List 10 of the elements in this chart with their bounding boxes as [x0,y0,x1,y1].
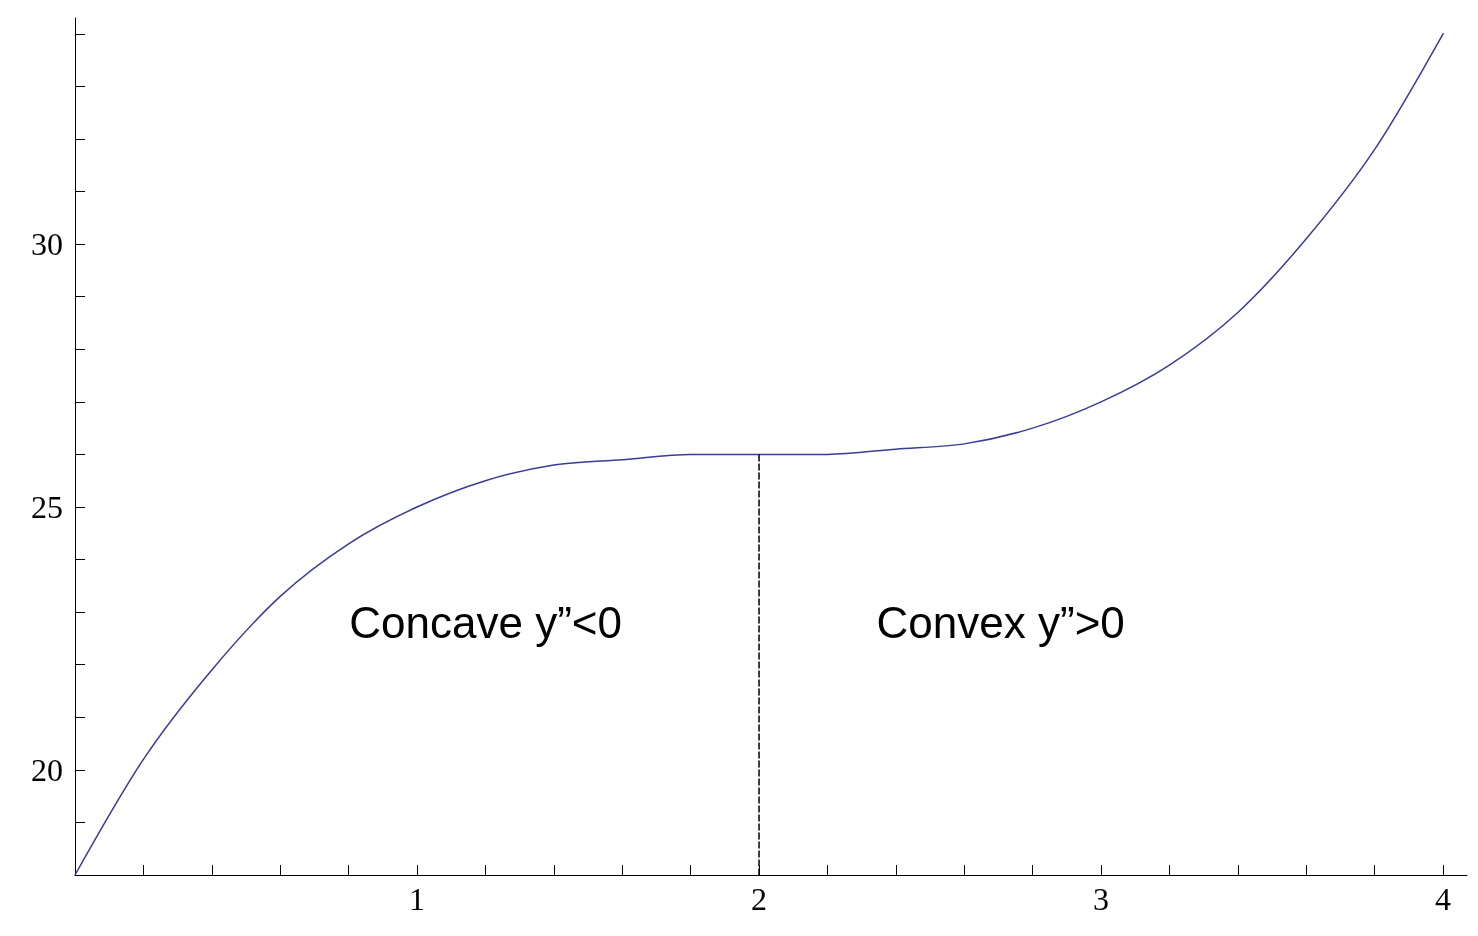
y-tick-label: 20 [31,751,63,788]
x-tick-label: 2 [751,881,768,917]
line-series [74,33,1444,876]
y-tick-label: 25 [31,488,63,525]
x-tick-label: 3 [1093,881,1110,917]
y-tick-label: 30 [31,226,63,263]
annotation: Concave y”<0 [349,597,622,647]
annotation: Convex y”>0 [876,597,1125,647]
x-tick-label: 4 [1435,881,1452,917]
x-tick-label: 1 [409,881,426,917]
